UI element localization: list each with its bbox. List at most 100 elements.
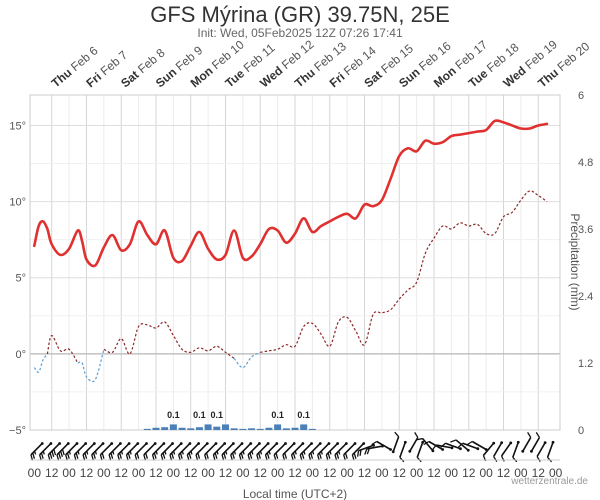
wind-barb-feather <box>457 442 464 448</box>
wind-barb-dot <box>92 442 96 445</box>
wind-barb-feather <box>366 448 370 455</box>
wind-barb <box>536 442 546 457</box>
wind-barb-feather <box>329 450 332 455</box>
wind-barb <box>291 442 304 456</box>
wind-barb <box>39 442 52 456</box>
wind-barb-feather <box>145 452 149 459</box>
wind-barb-feather <box>33 450 37 455</box>
wind-barb-dot <box>389 448 392 451</box>
wind-barb-dot <box>127 442 131 445</box>
x-hour-tick-label: 12 <box>323 466 337 480</box>
wind-barb-feather <box>320 450 323 455</box>
precip-bar <box>152 427 160 430</box>
wind-barb-dot <box>344 442 348 445</box>
wind-barb-feather <box>66 452 70 459</box>
wind-barb-dot <box>292 442 296 445</box>
wind-barb-feather <box>414 432 419 438</box>
wind-barb <box>273 442 287 456</box>
wind-barb <box>91 442 104 456</box>
wind-barb-feather <box>466 440 473 446</box>
wind-barb-dot <box>231 442 235 445</box>
wind-barb <box>299 442 313 456</box>
wind-barb-dot <box>450 446 454 450</box>
wind-barb-feather <box>214 452 218 459</box>
wind-barb <box>117 442 130 456</box>
wind-barb-feather <box>32 452 36 459</box>
precip-bar <box>204 424 212 430</box>
wind-barb-feather <box>171 452 175 459</box>
wind-barb-dot <box>408 449 412 453</box>
wind-barb-feather <box>190 450 193 455</box>
y-right-tick-label: 2.4 <box>578 291 593 303</box>
wind-barb-dot <box>249 442 253 445</box>
y-left-tick-label: 5° <box>15 273 26 285</box>
wind-barb-feather <box>127 452 131 459</box>
wind-barb-dot <box>205 442 209 445</box>
y-right-tick-label: 6 <box>578 90 584 102</box>
wind-barb-feather <box>242 450 245 455</box>
wind-barb-feather <box>440 442 446 448</box>
x-hour-tick-label: 12 <box>462 466 476 480</box>
wind-barb-dot <box>530 449 533 453</box>
wind-barb <box>73 442 87 456</box>
wind-barb-dot <box>40 442 44 445</box>
dew-point-line-below-zero <box>33 353 48 373</box>
wind-barb-dot <box>362 442 366 445</box>
wind-barb-feather <box>527 432 532 438</box>
wind-barb-feather <box>493 456 498 462</box>
source-credit[interactable]: wetterzentrale.de <box>510 476 588 487</box>
wind-barb-feather <box>92 452 96 459</box>
precip-bar <box>239 428 247 430</box>
wind-barb-dot <box>145 442 148 445</box>
wind-barb <box>317 442 330 456</box>
wind-barb-feather <box>431 444 437 451</box>
precip-bar <box>178 427 186 430</box>
x-hour-tick-label: 00 <box>271 466 285 480</box>
wind-barb-feather <box>216 450 219 455</box>
chart-subtitle: Init: Wed, 05Feb2025 12Z 07:26 17:41 <box>197 26 403 40</box>
x-hour-tick-label: 00 <box>167 466 181 480</box>
x-hour-tick-label: 00 <box>514 466 528 480</box>
wind-barb-feather <box>310 452 314 459</box>
wind-barb <box>160 442 174 456</box>
wind-barb <box>204 442 217 456</box>
wind-barb-feather <box>318 452 322 459</box>
wind-barb-feather <box>205 452 209 459</box>
wind-barb-dot <box>551 440 555 444</box>
wind-barb-feather <box>49 452 53 459</box>
wind-barb-feather <box>40 452 44 459</box>
wind-barb-feather <box>197 452 201 459</box>
wind-barb <box>47 442 61 456</box>
wind-barb <box>455 439 469 451</box>
precip-bar <box>221 424 229 430</box>
wind-barb-feather <box>536 456 541 462</box>
wind-barb-feather <box>68 450 71 455</box>
precip-bar <box>282 428 290 430</box>
wind-barb-feather <box>155 450 158 455</box>
y-left-tick-label: 0° <box>15 349 26 361</box>
wind-barb-dot <box>310 442 313 445</box>
wind-barb-dot <box>275 442 279 445</box>
wind-barb-dot <box>188 442 192 445</box>
precip-bar-label: 0.1 <box>297 410 310 420</box>
wind-barb-feather <box>162 452 166 459</box>
wind-barb-feather <box>75 452 79 459</box>
precip-bar <box>256 428 264 430</box>
wind-barb <box>178 442 191 456</box>
wind-barb-dot <box>301 442 305 445</box>
wind-barb <box>546 442 554 458</box>
x-hour-tick-label: 12 <box>219 466 233 480</box>
wind-barb <box>125 442 139 456</box>
wind-barb-dot <box>258 442 261 445</box>
wind-barb-dot <box>153 442 157 445</box>
x-hour-tick-label: 00 <box>479 466 493 480</box>
wind-barb-dot <box>492 441 496 445</box>
wind-barb-feather <box>153 452 157 459</box>
x-hour-tick-label: 12 <box>427 466 441 480</box>
wind-barb-feather <box>77 450 80 455</box>
x-hour-tick-label: 00 <box>28 466 42 480</box>
wind-barb-dot <box>162 442 166 445</box>
wind-barb <box>134 442 148 456</box>
wind-barb-dot <box>466 448 470 452</box>
wind-barb-feather <box>371 440 378 446</box>
